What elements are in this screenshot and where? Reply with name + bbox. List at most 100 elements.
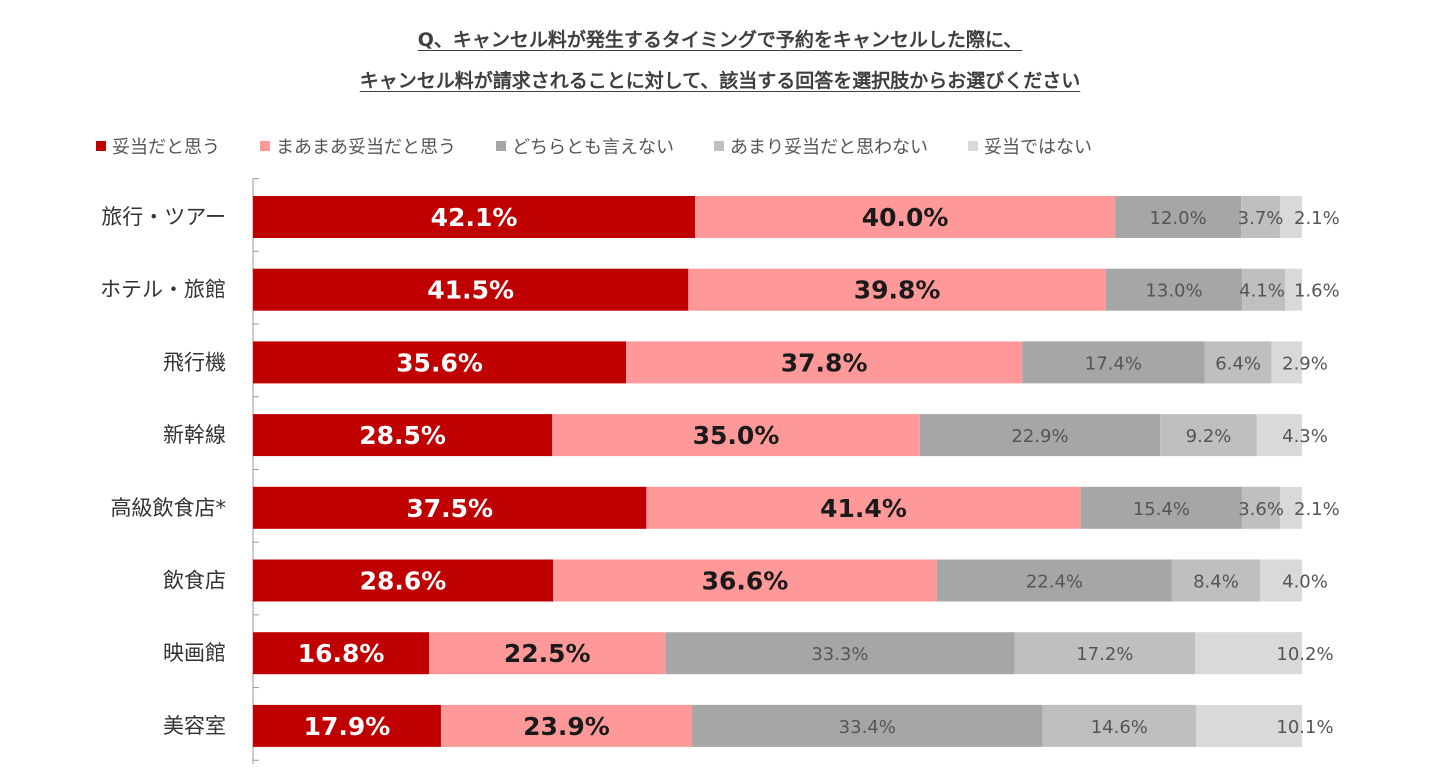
legend-item-0: 妥当だと思う [96,133,220,159]
legend-swatch-4 [968,141,978,151]
data-label: 22.9% [1011,426,1068,447]
bar-segment [688,268,1106,311]
bar-segment [1195,704,1302,747]
data-label: 4.1% [1239,281,1285,302]
data-label: 35.0% [693,421,780,450]
bar-segment [646,486,1081,529]
data-label: 14.6% [1091,717,1148,738]
category-label: 飛行機 [163,350,226,374]
legend-swatch-1 [260,141,270,151]
legend-item-3: あまり妥当だと思わない [714,133,928,159]
bar-segment [429,632,666,675]
legend-item-1: まあまあ妥当だと思う [260,133,456,159]
bar-segment [1271,341,1302,384]
bar-segment [253,559,554,602]
bar-segment [919,414,1161,457]
data-label: 35.6% [396,348,483,377]
legend-item-2: どちらとも言えない [496,133,674,159]
data-label: 23.9% [523,712,610,741]
category-label: 新幹線 [163,423,226,447]
bar-segment [553,559,937,602]
chart-title-line-2: キャンセル料が請求されることに対して、該当する回答を選択肢からお選びください [359,70,1081,92]
bar-segment [1042,704,1196,747]
bar-segment [1195,632,1302,675]
data-label: 36.6% [702,567,789,596]
bar-segment [1115,196,1242,238]
data-label: 6.4% [1215,353,1261,374]
legend-label-1: まあまあ妥当だと思う [276,137,456,158]
bar-segment [1242,268,1286,311]
data-label: 15.4% [1133,499,1190,520]
bar-segment [1160,414,1257,457]
bar-segment [253,632,430,675]
bar-segment [1285,268,1302,311]
bar-segment [253,341,627,384]
data-label: 8.4% [1193,572,1239,593]
bar-segment [1014,632,1196,675]
legend-swatch-0 [96,141,106,151]
chart-title-line-1: Q、キャンセル料が発生するタイミングで予約をキャンセルした際に、 [417,29,1023,51]
data-label: 40.0% [862,203,949,232]
bar-segment [1022,341,1205,384]
data-label: 41.4% [820,494,907,523]
category-label: ホテル・旅館 [100,278,226,302]
bar-segment [626,341,1023,384]
bar-segment [253,704,441,747]
bar-segment [1242,486,1280,529]
legend-swatch-3 [714,141,724,151]
bar-segment [253,486,647,529]
data-label: 39.8% [854,276,941,305]
data-label: 22.5% [504,639,591,668]
legend-label-3: あまり妥当だと思わない [730,137,928,158]
bar-segment [1256,414,1302,457]
category-label: 高級飲食店* [111,496,227,520]
category-label: 旅行・ツアー [101,205,226,229]
data-label: 16.8% [298,639,385,668]
legend-item-4: 妥当ではない [968,133,1092,159]
legend-label-2: どちらとも言えない [512,137,674,158]
data-label: 41.5% [427,276,514,305]
bar-segment [253,414,553,457]
bar-segment [1204,341,1272,384]
data-label: 3.6% [1238,499,1284,520]
data-label: 4.3% [1282,426,1328,447]
data-label: 17.4% [1085,353,1142,374]
category-label: 飲食店 [163,569,226,593]
bar-segment [1105,268,1243,311]
bar-segment [1241,196,1280,238]
data-label: 9.2% [1186,426,1232,447]
legend-swatch-2 [496,141,506,151]
data-label: 33.3% [811,644,868,665]
data-label: 17.9% [304,712,391,741]
data-label: 42.1% [431,203,518,232]
bar-segment [936,559,1172,602]
data-label: 10.2% [1276,644,1333,665]
data-label: 4.0% [1282,572,1328,593]
bar-segment [1260,559,1302,602]
bar-segment [440,704,692,747]
bar-segment [695,196,1116,238]
data-label: 12.0% [1150,208,1207,229]
bar-segment [1279,196,1302,238]
legend-label-4: 妥当ではない [984,137,1092,158]
data-label: 28.5% [359,421,446,450]
category-label: 美容室 [163,714,226,738]
data-label: 13.0% [1145,281,1202,302]
bar-segment [552,414,920,457]
bar-segment [253,268,689,311]
data-label: 37.5% [406,494,493,523]
data-label: 2.9% [1282,353,1328,374]
data-label: 2.1% [1294,499,1340,520]
data-label: 1.6% [1294,281,1340,302]
data-label: 22.4% [1026,572,1083,593]
legend-label-0: 妥当だと思う [112,137,220,158]
bar-segment [1080,486,1243,529]
bar-segment [1171,559,1261,602]
data-label: 10.1% [1276,717,1333,738]
bar-segment [665,632,1015,675]
legend: 妥当だと思う まあまあ妥当だと思う どちらとも言えない あまり妥当だと思わない … [96,133,1092,159]
data-label: 2.1% [1294,208,1340,229]
data-label: 3.7% [1238,208,1284,229]
bar-segment [691,704,1043,747]
